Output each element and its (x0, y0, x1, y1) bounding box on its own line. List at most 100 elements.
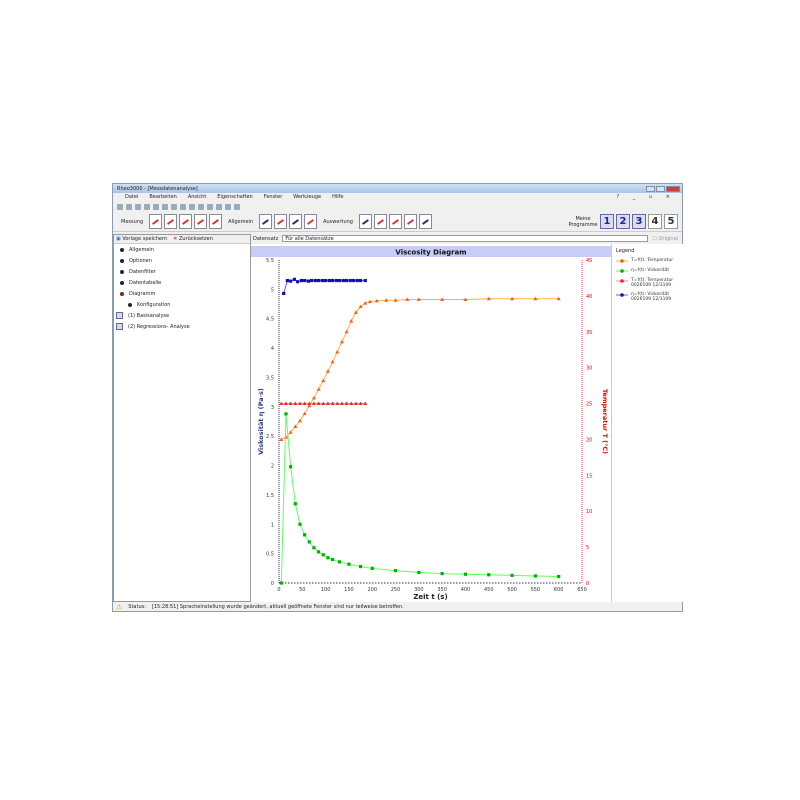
analysis-basic-icon[interactable] (358, 214, 372, 229)
chart-icon[interactable] (274, 214, 288, 229)
series-line-1 (280, 413, 559, 584)
x-tick-label: 50 (299, 587, 305, 593)
analysis-regression-icon[interactable] (373, 214, 387, 229)
menu-werkzeuge[interactable]: Werkzeuge (293, 194, 322, 200)
network-icon[interactable] (180, 203, 186, 210)
menu-fenster[interactable]: Fenster (263, 194, 283, 200)
node-icon (120, 269, 124, 274)
maximize-button[interactable] (656, 185, 665, 192)
menu-hilfe[interactable]: Hilfe (332, 194, 344, 200)
program-1-button[interactable]: 1 (600, 214, 614, 229)
refresh-icon[interactable] (171, 203, 177, 210)
data-point (302, 411, 307, 416)
program-2-button[interactable]: 2 (616, 214, 630, 229)
analysis-fit-icon[interactable] (403, 214, 417, 229)
data-point (487, 573, 491, 577)
program-4-button[interactable]: 4 (648, 214, 662, 229)
measure-start-icon[interactable] (209, 214, 223, 229)
x-tick-label: 0 (277, 587, 280, 593)
arrow-icon[interactable] (216, 203, 222, 210)
import-icon[interactable] (135, 203, 141, 210)
status-bar: ⚠ Status: [15:28:51] Spracheinstellung w… (113, 602, 682, 611)
data-point (279, 401, 284, 406)
data-point (312, 546, 316, 550)
tool-icon[interactable] (189, 203, 195, 210)
original-checkbox[interactable]: ☐ Original (652, 235, 679, 242)
save-template-button[interactable]: ▣ Vorlage speichern (116, 236, 167, 242)
preview-icon[interactable] (162, 203, 168, 210)
x-tick-label: 100 (321, 587, 331, 593)
new-icon[interactable] (117, 203, 123, 210)
data-point (533, 296, 538, 301)
data-point (284, 412, 288, 416)
title-band (251, 246, 611, 257)
y-tick-label: 3 (271, 405, 274, 411)
x-tick-label: 400 (461, 587, 471, 593)
measure-linear-icon[interactable] (179, 214, 193, 229)
save-disk-icon[interactable] (259, 214, 273, 229)
tree-item-allgemein[interactable]: Allgemein (114, 244, 250, 255)
data-point (353, 310, 358, 314)
dataset-select[interactable]: Für alle Datensätze (282, 235, 649, 242)
tree-item-datentabelle[interactable]: Datentabelle (114, 277, 250, 288)
open-icon[interactable] (126, 203, 132, 210)
x-tick-label: 350 (437, 587, 447, 593)
data-point (311, 395, 316, 400)
measure-profile-icon[interactable] (194, 214, 208, 229)
dataset-row: Datensatz Für alle Datensätze ☐ Original (253, 234, 682, 243)
flag-icon[interactable] (207, 203, 213, 210)
tree-item-konfiguration[interactable]: Konfiguration (114, 299, 250, 310)
analysis-multi-icon[interactable] (418, 214, 432, 229)
data-point (416, 297, 421, 301)
tree-label: Konfiguration (137, 301, 171, 308)
minimize-button[interactable] (646, 185, 655, 192)
program-5-button[interactable]: 5 (664, 214, 678, 229)
program-3-button[interactable]: 3 (632, 214, 646, 229)
reset-button[interactable]: ✕ Zurücksetzen (173, 236, 213, 242)
y2-tick-label: 25 (586, 402, 592, 408)
measure-ramp-icon[interactable] (149, 214, 163, 229)
data-point (440, 297, 445, 301)
tree-item-datenfilter[interactable]: Datenfilter (114, 266, 250, 277)
chart-area: Viscosity Diagram 0 50 100 150 200 250 300 350 40… (251, 244, 611, 602)
data-point (351, 278, 356, 283)
menu-ansicht[interactable]: Ansicht (187, 194, 207, 200)
tree-item-optionen[interactable]: Optionen (114, 255, 250, 266)
mdi-controls[interactable]: ? _ ▫ × (616, 194, 676, 200)
y2-tick-label: 40 (586, 294, 592, 300)
pin-icon[interactable] (225, 203, 231, 210)
data-point (367, 299, 372, 304)
data-point (293, 401, 298, 406)
tree-item-regressionsanalyse[interactable]: (2) Regressions- Analyse (114, 321, 250, 332)
data-point (355, 278, 359, 283)
data-point (338, 560, 342, 564)
tree-item-basisanalyse[interactable]: (1) Basisanalyse (114, 310, 250, 321)
close-button[interactable] (666, 185, 680, 192)
data-point (326, 556, 330, 560)
check-icon[interactable] (198, 203, 204, 210)
hourglass-icon[interactable] (289, 214, 303, 229)
print-icon[interactable] (153, 203, 159, 210)
y-tick-label: 3.5 (266, 375, 274, 381)
data-point (358, 304, 363, 309)
menu-datei[interactable]: Datei (125, 194, 139, 200)
analysis-peak-icon[interactable] (388, 214, 402, 229)
data-point (510, 573, 514, 577)
save-icon[interactable] (144, 203, 150, 210)
menu-eigenschaften[interactable]: Eigenschaften (217, 194, 253, 200)
tree-item-diagramm[interactable]: Diagramm (114, 288, 250, 299)
app-window: Rheo3000 - [Messdatenanalyse] Datei Bear… (112, 183, 683, 612)
table-icon[interactable] (304, 214, 318, 229)
data-point (358, 278, 363, 283)
y2-tick-label: 30 (586, 366, 592, 372)
data-point (363, 401, 368, 406)
legend-label: η=f(t): Viskosität 0026109 12/3109 (631, 292, 672, 302)
measure-step-icon[interactable] (164, 214, 178, 229)
menu-bearbeiten[interactable]: Bearbeiten (149, 194, 177, 200)
delete-icon[interactable] (234, 203, 240, 210)
data-point (330, 401, 335, 406)
data-point (327, 278, 331, 283)
data-point (306, 279, 310, 283)
data-point (374, 298, 379, 303)
data-point (317, 278, 321, 283)
